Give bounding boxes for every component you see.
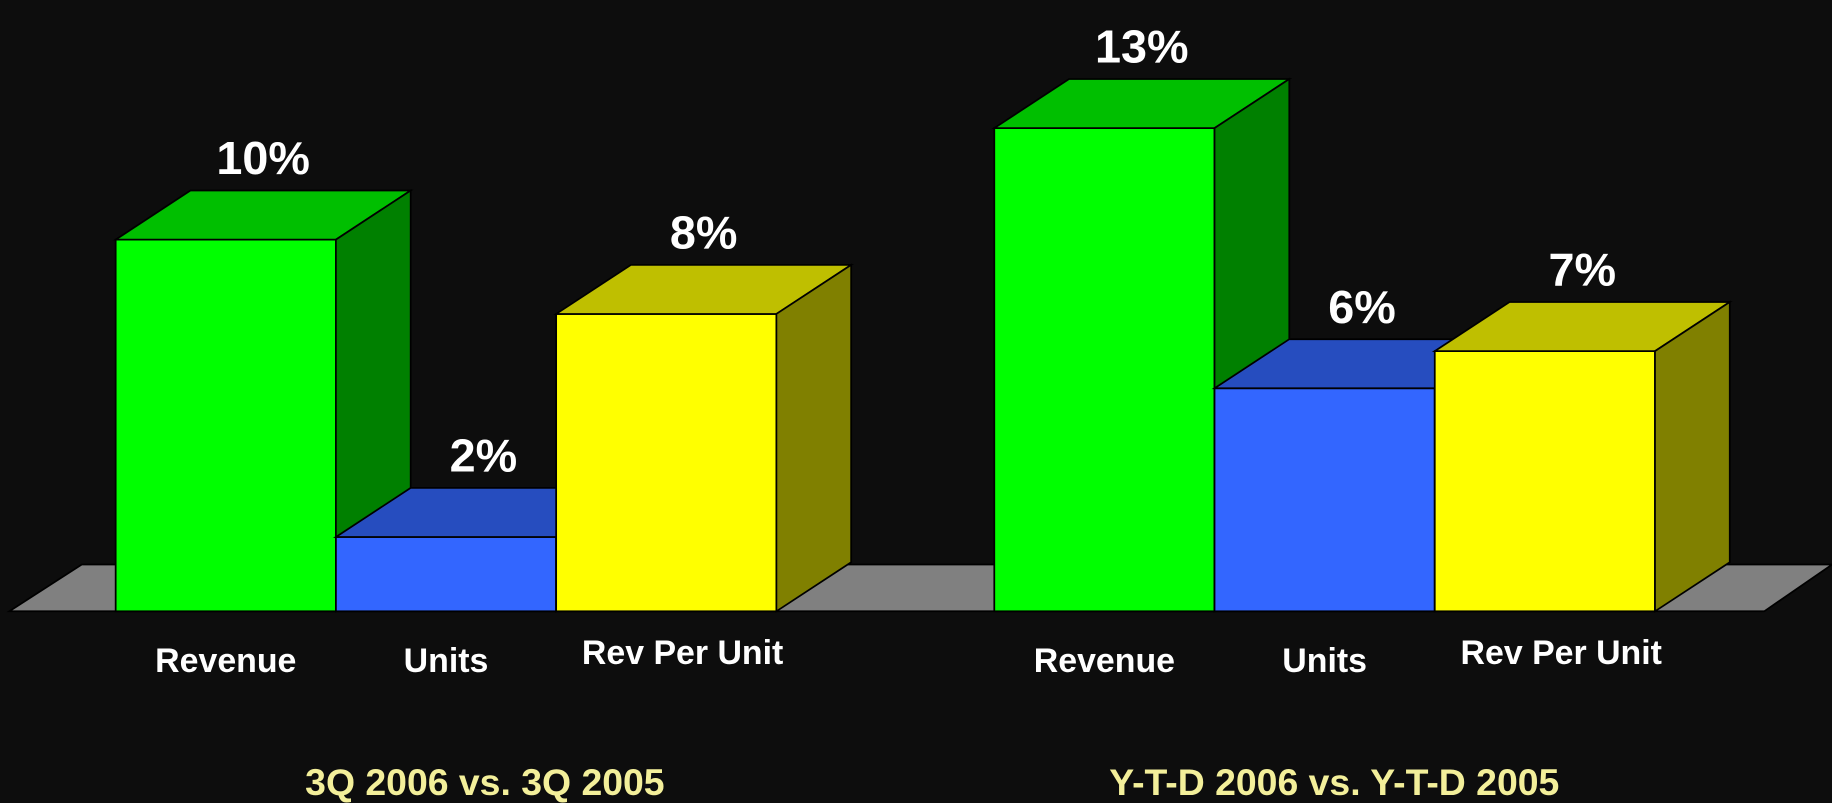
group-title: 3Q 2006 vs. 3Q 2005: [305, 761, 664, 803]
value-label: 6%: [1328, 281, 1396, 333]
category-label: Revenue: [155, 642, 296, 680]
bar-side: [775, 263, 853, 613]
value-label: 13%: [1095, 21, 1189, 73]
category-label: Rev Per Unit: [1461, 634, 1662, 672]
group-title: Y-T-D 2006 vs. Y-T-D 2005: [1109, 761, 1559, 803]
value-label: 2%: [450, 430, 518, 482]
bar: [993, 127, 1216, 613]
bar-side: [1654, 300, 1731, 613]
category-label: Units: [404, 642, 489, 680]
bar: [335, 536, 558, 613]
category-label: Rev Per Unit: [582, 634, 783, 672]
bar: [555, 313, 778, 613]
bar: [1433, 350, 1656, 613]
category-label: Revenue: [1034, 642, 1175, 680]
bar: [1213, 387, 1436, 613]
value-label: 10%: [216, 132, 310, 184]
bar: [114, 238, 337, 613]
value-label: 8%: [670, 206, 738, 258]
category-label: Units: [1282, 642, 1367, 680]
value-label: 7%: [1548, 244, 1616, 296]
